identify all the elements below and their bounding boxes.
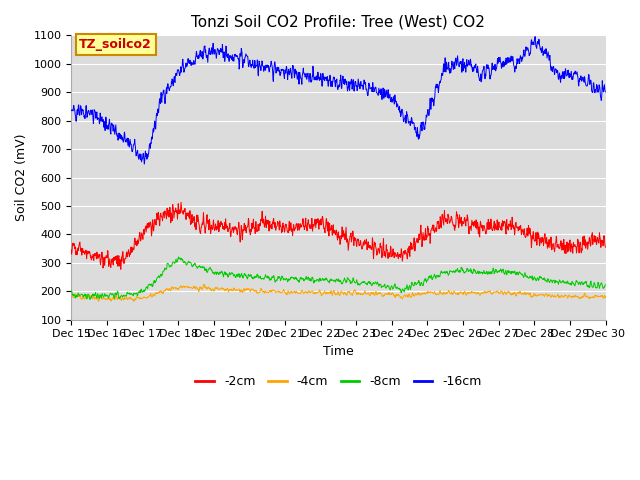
Legend: -2cm, -4cm, -8cm, -16cm: -2cm, -4cm, -8cm, -16cm — [190, 370, 486, 393]
Title: Tonzi Soil CO2 Profile: Tree (West) CO2: Tonzi Soil CO2 Profile: Tree (West) CO2 — [191, 15, 485, 30]
Text: TZ_soilco2: TZ_soilco2 — [79, 38, 152, 51]
Y-axis label: Soil CO2 (mV): Soil CO2 (mV) — [15, 134, 28, 221]
X-axis label: Time: Time — [323, 345, 354, 358]
